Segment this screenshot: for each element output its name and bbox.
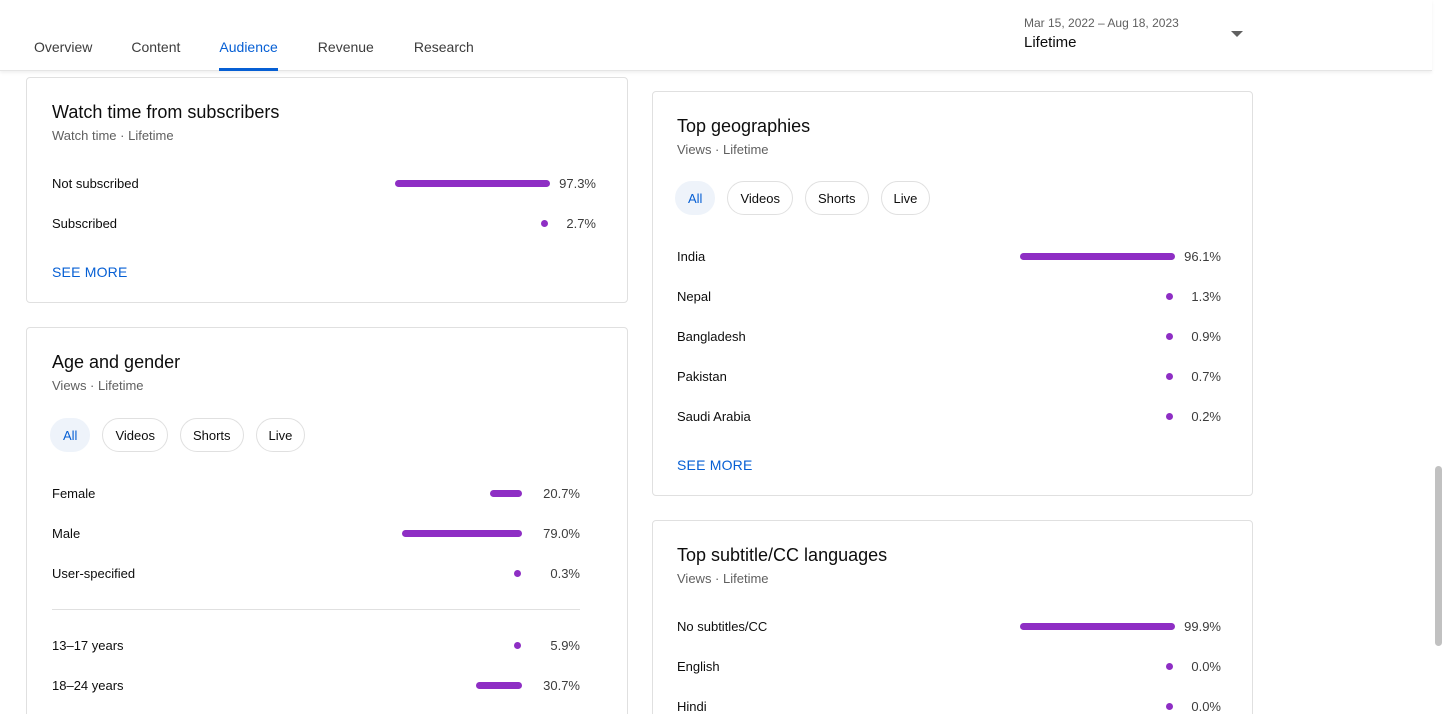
row-label: No subtitles/CC [677,619,768,634]
row-label: Female [52,486,96,501]
percent-bar [490,490,522,497]
chip-videos[interactable]: Videos [727,181,793,215]
row-label: Subscribed [52,216,118,231]
row-value: 99.9% [1184,619,1221,634]
row-value: 0.0% [1191,699,1221,714]
chip-videos[interactable]: Videos [102,418,168,452]
row-label: User-specified [52,566,136,581]
chip-all[interactable]: All [50,418,91,452]
row-value: 0.3% [550,566,580,581]
list-row: Bangladesh 0.9% [677,327,1221,347]
card-subtitle: Views · Lifetime [52,378,144,393]
row-label: India [677,249,706,264]
list-row: Hindi 0.0% [677,697,1221,714]
row-value: 1.3% [1191,289,1221,304]
card-title: Top subtitle/CC languages [677,545,888,565]
chip-live[interactable]: Live [255,418,306,452]
percent-bar [1020,623,1175,630]
row-value: 2.7% [566,216,596,231]
tab-header: Overview Content Audience Revenue Resear… [0,0,1432,71]
percent-dot [1166,663,1173,670]
tab-research[interactable]: Research [413,38,474,55]
row-value: 30.7% [543,678,580,693]
percent-bar [402,530,522,537]
list-row: User-specified 0.3% [52,564,580,584]
row-value: 0.7% [1191,369,1221,384]
row-label: Saudi Arabia [677,409,751,424]
row-label: Bangladesh [677,329,746,344]
row-label: Pakistan [677,369,727,384]
filter-chips: All Videos Shorts Live [50,418,306,452]
chip-shorts[interactable]: Shorts [179,418,244,452]
row-value: 97.3% [559,176,596,191]
row-value: 96.1% [1184,249,1221,264]
tab-overview[interactable]: Overview [34,38,93,55]
list-row: Subscribed 2.7% [52,214,596,234]
list-row: Pakistan 0.7% [677,367,1221,387]
top-subtitle-languages-card: Top subtitle/CC languages Views · Lifeti… [652,520,1253,714]
card-title: Watch time from subscribers [52,102,280,122]
list-row: Saudi Arabia 0.2% [677,407,1221,427]
filter-chips: All Videos Shorts Live [675,181,931,215]
date-range-picker[interactable]: Mar 15, 2022 – Aug 18, 2023 Lifetime [1024,14,1246,58]
card-subtitle: Watch time · Lifetime [52,128,174,143]
percent-dot [1166,373,1173,380]
percent-dot [514,642,521,649]
percent-dot [1166,293,1173,300]
tab-list: Overview Content Audience Revenue Resear… [34,0,474,71]
list-row: Male 79.0% [52,524,580,544]
chip-live[interactable]: Live [880,181,931,215]
dropdown-caret-icon[interactable] [1231,31,1243,37]
row-value: 0.2% [1191,409,1221,424]
card-title: Age and gender [52,352,181,372]
tab-content[interactable]: Content [131,38,181,55]
chip-shorts[interactable]: Shorts [804,181,869,215]
row-value: 20.7% [543,486,580,501]
chip-all[interactable]: All [675,181,716,215]
percent-dot [1166,703,1173,710]
list-row: Nepal 1.3% [677,287,1221,307]
row-value: 5.9% [550,638,580,653]
card-title: Top geographies [677,116,811,136]
list-row: 18–24 years 30.7% [52,676,580,696]
percent-dot [1166,333,1173,340]
row-label: Not subscribed [52,176,139,191]
date-range-label: Lifetime [1024,34,1077,51]
row-label: Male [52,526,81,541]
list-row: India 96.1% [677,247,1221,267]
percent-bar [395,180,550,187]
card-subtitle: Views · Lifetime [677,142,769,157]
percent-dot [514,570,521,577]
percent-dot [541,220,548,227]
top-geographies-card: Top geographies Views · Lifetime All Vid… [652,91,1253,496]
percent-bar [476,682,522,689]
see-more-link[interactable]: SEE MORE [52,264,128,280]
list-row: Not subscribed 97.3% [52,174,596,194]
row-value: 79.0% [543,526,580,541]
age-gender-card: Age and gender Views · Lifetime All Vide… [26,327,628,714]
tab-revenue[interactable]: Revenue [317,38,374,55]
date-range-text: Mar 15, 2022 – Aug 18, 2023 [1024,16,1179,30]
divider [52,609,580,610]
list-row: No subtitles/CC 99.9% [677,617,1221,637]
watch-time-card: Watch time from subscribers Watch time ·… [26,77,628,303]
percent-bar [1020,253,1175,260]
percent-dot [1166,413,1173,420]
row-label: 13–17 years [52,638,124,653]
row-label: English [677,659,720,674]
list-row: 13–17 years 5.9% [52,636,580,656]
list-row: English 0.0% [677,657,1221,677]
scrollbar-thumb[interactable] [1435,466,1442,646]
row-label: 18–24 years [52,678,124,693]
tab-audience[interactable]: Audience [219,0,279,71]
see-more-link[interactable]: SEE MORE [677,457,753,473]
list-row: Female 20.7% [52,484,580,504]
row-label: Hindi [677,699,707,714]
row-value: 0.0% [1191,659,1221,674]
row-label: Nepal [677,289,711,304]
row-value: 0.9% [1191,329,1221,344]
card-subtitle: Views · Lifetime [677,571,769,586]
